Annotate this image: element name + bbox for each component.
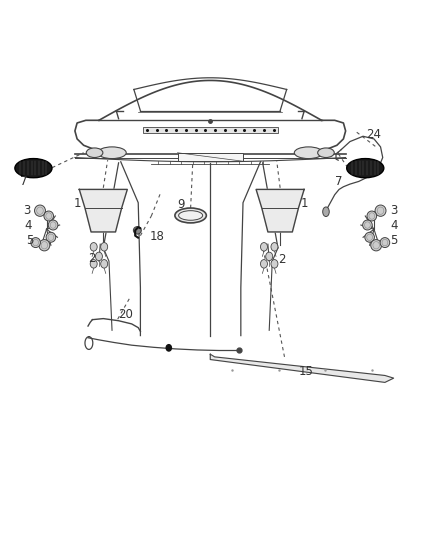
Text: 7: 7 xyxy=(20,175,27,188)
Text: 4: 4 xyxy=(25,219,32,232)
Ellipse shape xyxy=(323,207,329,216)
Polygon shape xyxy=(210,354,394,382)
Ellipse shape xyxy=(166,345,171,351)
Ellipse shape xyxy=(31,238,40,247)
Ellipse shape xyxy=(347,159,384,177)
Ellipse shape xyxy=(261,260,268,268)
Ellipse shape xyxy=(363,220,372,230)
Ellipse shape xyxy=(261,243,268,251)
Ellipse shape xyxy=(101,260,108,268)
Ellipse shape xyxy=(95,252,102,261)
Text: 3: 3 xyxy=(23,204,31,217)
Text: 7: 7 xyxy=(335,175,343,189)
Ellipse shape xyxy=(365,232,374,242)
Ellipse shape xyxy=(375,205,386,216)
Bar xyxy=(177,153,243,161)
Ellipse shape xyxy=(98,147,126,159)
Ellipse shape xyxy=(179,211,203,220)
Text: 5: 5 xyxy=(26,234,33,247)
Ellipse shape xyxy=(39,240,50,251)
Ellipse shape xyxy=(101,243,108,251)
Ellipse shape xyxy=(371,240,381,251)
Text: 3: 3 xyxy=(390,204,397,217)
Ellipse shape xyxy=(294,147,323,159)
Text: 9: 9 xyxy=(177,198,185,211)
Ellipse shape xyxy=(380,238,390,247)
Text: 24: 24 xyxy=(367,128,381,141)
Text: 1: 1 xyxy=(73,197,81,211)
Ellipse shape xyxy=(367,211,377,221)
Ellipse shape xyxy=(271,260,278,268)
Text: 1: 1 xyxy=(300,197,308,211)
Text: 4: 4 xyxy=(390,219,397,232)
Ellipse shape xyxy=(266,252,273,261)
Text: 5: 5 xyxy=(390,234,397,247)
Text: 20: 20 xyxy=(119,308,134,321)
Polygon shape xyxy=(256,189,304,232)
Ellipse shape xyxy=(15,159,52,177)
Ellipse shape xyxy=(175,208,206,223)
Ellipse shape xyxy=(48,220,58,230)
Ellipse shape xyxy=(46,232,56,242)
Polygon shape xyxy=(79,189,127,232)
Ellipse shape xyxy=(90,243,97,251)
Ellipse shape xyxy=(35,205,46,216)
Text: 2: 2 xyxy=(278,253,285,266)
Text: 15: 15 xyxy=(299,365,314,378)
Text: 18: 18 xyxy=(149,230,164,243)
Ellipse shape xyxy=(86,148,103,158)
Bar xyxy=(143,127,278,133)
Ellipse shape xyxy=(44,211,53,221)
Text: 2: 2 xyxy=(88,252,95,265)
Ellipse shape xyxy=(134,227,141,234)
Ellipse shape xyxy=(318,148,334,158)
Ellipse shape xyxy=(90,260,97,268)
Ellipse shape xyxy=(271,243,278,251)
